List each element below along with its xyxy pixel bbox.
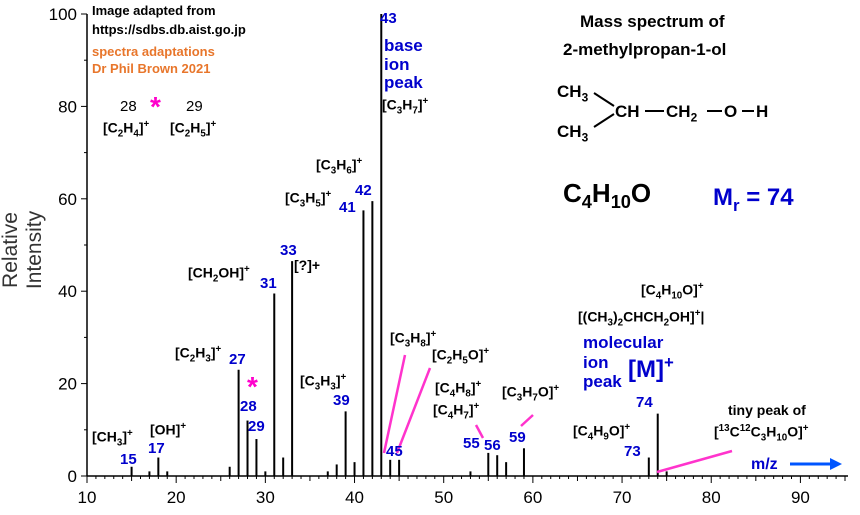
ion-c2h3: [C2H3]+: [175, 344, 222, 365]
y-tick-label: 0: [68, 467, 77, 486]
y-tick-label: 80: [58, 97, 77, 116]
peak-number-55: 55: [463, 435, 480, 452]
peak-number-28: 28: [240, 398, 257, 415]
struct-ch: CH: [615, 102, 640, 121]
ion-c2h5o: [C2H5O]+: [432, 346, 490, 367]
x-tick-label: 80: [702, 488, 721, 507]
ion-c4h9o: [C4H9O]+: [573, 422, 631, 443]
structure-bonds: [593, 92, 754, 128]
y-axis-label: Relative Intensity: [0, 210, 46, 290]
source-line-2: https://sdbs.db.aist.go.jp: [92, 22, 246, 37]
peak-bars: [130, 14, 668, 476]
ion-c4h7: [C4H7]+: [433, 401, 480, 422]
peak-number-45: 45: [386, 443, 403, 460]
peak-number-33: 33: [280, 242, 297, 259]
base-peak-line-1: base: [384, 36, 423, 55]
base-peak-line-2: ion: [384, 55, 410, 74]
x-tick-label: 40: [345, 488, 364, 507]
y-tick-label: 20: [58, 375, 77, 394]
m-plus-label: [M]+: [628, 353, 674, 383]
peak-number-56: 56: [484, 437, 501, 454]
star-28: *: [247, 371, 258, 402]
ion-ch2oh: [CH2OH]+: [188, 264, 250, 285]
ion-c3h7o: [C3H7O]+: [502, 383, 560, 404]
num-28-top: 28: [120, 98, 137, 115]
x-tick-label: 90: [791, 488, 810, 507]
leader-line-c3h7o: [520, 414, 534, 427]
relative-molecular-mass: Mr = 74: [713, 184, 794, 215]
ion-c4h8: [C4H8]+: [435, 379, 482, 400]
ion-c3h7: [C3H7]+: [382, 96, 429, 117]
leader-line-c3h8: [382, 354, 407, 454]
x-tick-label: 60: [523, 488, 542, 507]
peak-number-17: 17: [148, 440, 165, 457]
source-line-1: Image adapted from: [92, 3, 216, 18]
ion-c3h3: [C3H3]+: [300, 372, 347, 393]
peak-number-31: 31: [260, 275, 277, 292]
ion-c2h4: [C2H4]+: [103, 119, 150, 140]
ion-c3h5: [C3H5]+: [285, 189, 332, 210]
struct-h: H: [756, 102, 769, 121]
ion-c2h5: [C2H5]+: [170, 119, 217, 140]
peak-number-42: 42: [355, 182, 372, 199]
star-28-29: *: [150, 91, 161, 122]
credit-line-1: spectra adaptations: [92, 44, 215, 59]
ion-oh: [OH]+: [150, 421, 187, 438]
x-tick-label: 50: [434, 488, 453, 507]
num-29-top: 29: [186, 98, 203, 115]
tiny-peak-formula: [13C12C3H10O]+: [714, 423, 809, 444]
peak-number-41: 41: [339, 199, 356, 216]
ion-unknown: [?]+: [294, 257, 321, 273]
molecular-ion-line-1: molecular: [583, 333, 664, 352]
peak-number-74: 74: [636, 394, 653, 411]
struct-ch3-bottom: CH3: [557, 122, 589, 145]
mz-arrow-label: m/z: [751, 456, 778, 473]
x-tick-label: 20: [167, 488, 186, 507]
peak-number-27: 27: [229, 351, 246, 368]
y-tick-label: 60: [58, 190, 77, 209]
molecular-formula: C4H10O: [563, 178, 652, 213]
credit-line-2: Dr Phil Brown 2021: [92, 61, 211, 76]
ion-c4h10o: [C4H10O]+: [641, 281, 704, 302]
mz-arrow: [790, 458, 842, 470]
x-tick-label: 10: [78, 488, 97, 507]
molecular-ion-line-2: ion: [583, 353, 609, 372]
peak-number-15: 15: [120, 451, 137, 468]
struct-ch3-top: CH3: [557, 82, 589, 105]
x-tick-label: 30: [256, 488, 275, 507]
leader-line-tiny-peak: [656, 449, 733, 474]
peak-number-39: 39: [333, 392, 350, 409]
ion-molecular-structure: [(CH3)2CHCH2OH]+|: [578, 308, 705, 329]
x-tick-label: 70: [613, 488, 632, 507]
struct-o: O: [724, 102, 738, 121]
ion-c3h6: [C3H6]+: [316, 156, 363, 177]
ion-c3h8: [C3H8]+: [390, 329, 437, 350]
leader-line-c2h5o: [395, 367, 432, 454]
peak-number-43: 43: [380, 10, 397, 27]
molecular-ion-line-3: peak: [583, 372, 622, 391]
y-tick-label: 100: [49, 5, 77, 24]
struct-ch2: CH2: [666, 102, 698, 125]
peak-number-73: 73: [624, 443, 641, 460]
ion-ch3: [CH3]+: [92, 428, 133, 449]
y-tick-label: 40: [58, 282, 77, 301]
compound-title-line-1: Mass spectrum of: [580, 12, 725, 31]
axes: 0 20 40 60 80 100 10 20 30 40 50 60 70 80 90: [49, 5, 848, 507]
base-peak-line-3: peak: [384, 73, 423, 92]
leader-lines: [382, 354, 733, 474]
peak-number-59: 59: [509, 429, 526, 446]
peak-number-29: 29: [248, 418, 265, 435]
compound-title-line-2: 2-methylpropan-1-ol: [563, 40, 727, 59]
tiny-peak-line-1: tiny peak of: [728, 402, 806, 418]
leader-line-c4h8: [474, 424, 485, 439]
